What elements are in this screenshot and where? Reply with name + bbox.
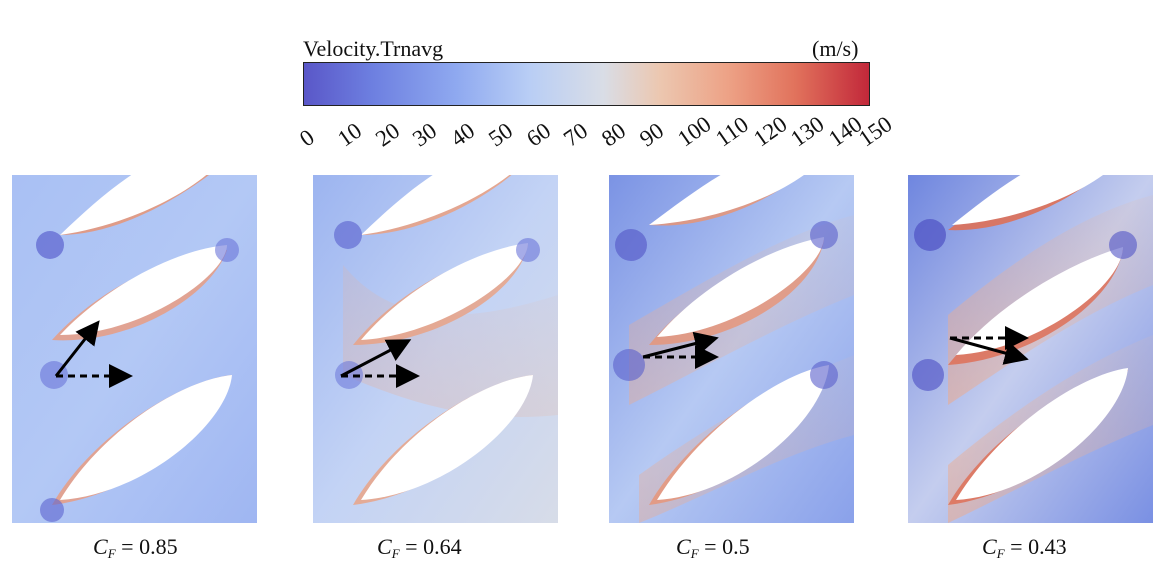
- velocity-colorbar: [303, 62, 870, 106]
- tick-label: 20: [371, 117, 405, 152]
- tick-label: 30: [408, 117, 442, 152]
- tick-label: 60: [522, 117, 556, 152]
- cf-subscript: F: [690, 546, 699, 561]
- legend-unit: (m/s): [812, 36, 859, 61]
- cf-symbol: C: [676, 534, 691, 559]
- cf-symbol: C: [93, 534, 108, 559]
- cf-subscript: F: [996, 546, 1005, 561]
- tick-label: 0: [295, 124, 319, 152]
- flow-field-panel-1: [12, 175, 257, 523]
- tick-label: 120: [749, 111, 792, 152]
- cf-equals: =: [1010, 534, 1029, 559]
- cf-value: 0.85: [139, 534, 178, 559]
- tick-label: 70: [559, 117, 593, 152]
- flow-field-panel-4: [908, 175, 1153, 523]
- cf-label-4: CF = 0.43: [982, 534, 1067, 562]
- cf-equals: =: [405, 534, 424, 559]
- flow-field-panel-2: [313, 175, 558, 523]
- cf-subscript: F: [107, 546, 116, 561]
- cf-subscript: F: [391, 546, 400, 561]
- velocity-arrow: [340, 339, 412, 378]
- tick-label: 140: [824, 111, 867, 152]
- tick-label: 40: [446, 117, 480, 152]
- cf-symbol: C: [982, 534, 997, 559]
- cf-value: 0.43: [1028, 534, 1067, 559]
- cf-value: 0.5: [722, 534, 750, 559]
- legend-title: Velocity.Trnavg: [303, 36, 444, 61]
- cf-label-3: CF = 0.5: [676, 534, 750, 562]
- tick-label: 50: [484, 117, 518, 152]
- tick-label: 130: [786, 111, 829, 152]
- velocity-arrow: [949, 336, 1029, 365]
- tick-label: 100: [673, 111, 716, 152]
- velocity-arrow: [642, 331, 719, 359]
- cf-label-2: CF = 0.64: [377, 534, 462, 562]
- tick-label: 90: [635, 117, 669, 152]
- tick-label: 110: [711, 111, 753, 152]
- cf-label-1: CF = 0.85: [93, 534, 178, 562]
- tick-label: 10: [333, 117, 367, 152]
- flow-field-panel-3: [609, 175, 854, 523]
- velocity-arrow: [54, 320, 100, 377]
- cf-equals: =: [121, 534, 140, 559]
- cf-equals: =: [704, 534, 723, 559]
- tick-label: 80: [597, 117, 631, 152]
- cf-symbol: C: [377, 534, 392, 559]
- tick-label: 150: [854, 111, 897, 152]
- cf-value: 0.64: [423, 534, 462, 559]
